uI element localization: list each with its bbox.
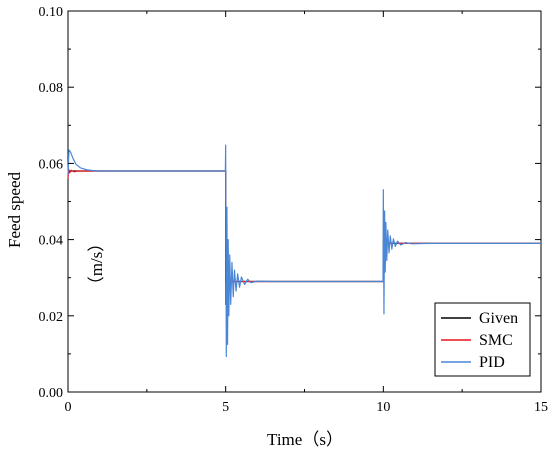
y-axis-unit: （m/s） (87, 235, 106, 294)
y-axis-title: Feed speed (5, 172, 24, 249)
series-layer (67, 144, 541, 358)
y-tick-label: 0.06 (39, 157, 64, 172)
legend-label-pid: PID (479, 354, 505, 371)
x-axis-title: Time（s） (267, 430, 343, 449)
x-tick-label: 10 (376, 400, 390, 415)
series-line-pid (67, 144, 541, 358)
legend-label-smc: SMC (479, 332, 513, 349)
y-tick-label: 0.04 (39, 234, 64, 249)
x-tick-label: 15 (534, 400, 548, 415)
y-tick-label: 0.10 (39, 5, 64, 20)
legend-label-given: Given (479, 310, 518, 327)
legend: Given SMC PID (434, 302, 531, 377)
x-tick-label: 5 (222, 400, 229, 415)
y-tick-label: 0.02 (39, 310, 64, 325)
series-line-given (68, 170, 541, 283)
y-tick-label: 0.00 (39, 386, 64, 401)
x-tick-label: 0 (65, 400, 72, 415)
series-line-smc (67, 168, 541, 305)
y-tick-label: 0.08 (39, 81, 64, 96)
ticks: 0 5 10 15 0.00 0.02 0.04 0.06 0.08 0.10 (39, 5, 549, 415)
